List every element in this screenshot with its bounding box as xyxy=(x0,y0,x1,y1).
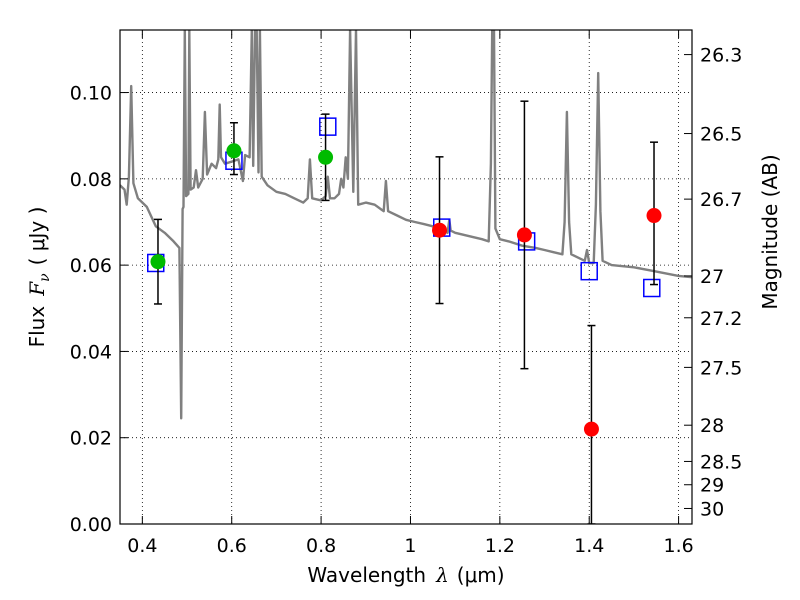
photometry-point xyxy=(516,227,532,243)
photometry-point xyxy=(150,254,166,270)
y-tick-label: 0.00 xyxy=(70,514,112,536)
photometry-point xyxy=(646,208,662,224)
model-band-marker xyxy=(319,117,337,136)
photometry-point xyxy=(583,421,599,437)
y-tick-label: 0.10 xyxy=(70,83,112,105)
x-axis-label: Wavelength λ (μm) xyxy=(307,563,504,587)
model-spectrum-line xyxy=(120,30,692,420)
y-tick-label: 0.06 xyxy=(70,255,112,277)
photometry-point xyxy=(226,143,242,159)
mag-tick-label: 27.2 xyxy=(700,308,742,330)
mag-tick-label: 28.5 xyxy=(700,451,742,473)
mag-tick-label: 26.5 xyxy=(700,124,742,146)
points-layer xyxy=(147,100,662,524)
photometry-point xyxy=(432,222,448,238)
x-tick-label: 1.6 xyxy=(663,535,693,557)
x-tick-label: 0.6 xyxy=(217,535,247,557)
spectrum-layer xyxy=(120,30,692,420)
photometry-point xyxy=(318,149,334,165)
model-band-marker xyxy=(580,261,598,281)
mag-tick-label: 29 xyxy=(700,475,724,497)
x-tick-label: 0.4 xyxy=(127,535,157,557)
mag-tick-label: 27.5 xyxy=(700,357,742,379)
y2-axis-label: Magnitude (AB) xyxy=(758,154,782,309)
x-tick-label: 1.2 xyxy=(485,535,515,557)
x-tick-label: 1.4 xyxy=(574,535,604,557)
plot-background xyxy=(120,30,692,524)
mag-tick-label: 30 xyxy=(700,498,724,520)
y-tick-label: 0.02 xyxy=(70,428,112,450)
y-tick-label: 0.04 xyxy=(70,341,112,363)
mag-tick-label: 26.7 xyxy=(700,189,742,211)
model-band-marker xyxy=(643,278,661,298)
mag-tick-label: 27 xyxy=(700,266,724,288)
plot-frame xyxy=(119,29,693,525)
mag-tick-label: 26.3 xyxy=(700,45,742,67)
y-tick-label: 0.08 xyxy=(70,169,112,191)
x-tick-label: 1 xyxy=(404,535,416,557)
x-tick-label: 0.8 xyxy=(306,535,336,557)
ticks-layer: 0.4 0.6 0.8 1 1.2 1.4 1.6 0.00 0.02 0.04 0.06 0.08 0… xyxy=(70,30,742,557)
mag-tick-label: 28 xyxy=(700,415,724,437)
y-axis-label: FluxFν( μJy ) xyxy=(25,207,53,348)
